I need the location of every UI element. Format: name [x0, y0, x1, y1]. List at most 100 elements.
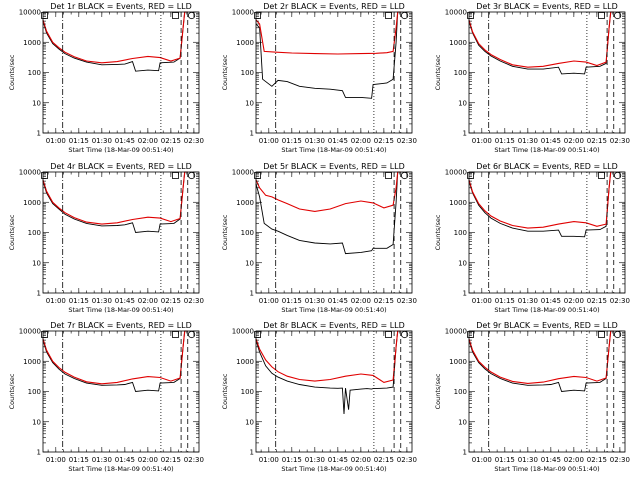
x-axis-label: Start Time (18-Mar-09 00:51:40) [494, 146, 599, 154]
square-marker [598, 331, 605, 338]
plot-frame [255, 171, 413, 294]
y-tick-label: 10 [32, 418, 41, 426]
y-tick-label: 10 [245, 99, 254, 107]
y-tick-label: 100 [241, 69, 254, 77]
x-axis-label: Start Time (18-Mar-09 00:51:40) [494, 306, 599, 314]
x-tick-label: 01:45 [541, 297, 561, 305]
panel-title: Det 9r BLACK = Events, RED = LLD [476, 321, 618, 330]
x-tick-label: 01:15 [69, 456, 89, 464]
y-axis-label: Counts/sec [221, 373, 229, 409]
plot-frame [42, 11, 200, 134]
detector-panel: Det 2r BLACK = Events, RED = LLD 1 10 100 10… [221, 2, 417, 154]
x-tick-label: 02:00 [351, 297, 371, 305]
y-tick-label: 1000 [449, 39, 467, 47]
y-tick-label: 100 [28, 388, 41, 396]
y-axis-label: Counts/sec [221, 214, 229, 250]
x-tick-label: 02:30 [397, 297, 417, 305]
x-tick-label: 02:00 [564, 137, 584, 145]
y-tick-label: 1 [463, 130, 467, 138]
x-tick-label: 02:15 [161, 456, 181, 464]
plot-frame [468, 330, 626, 453]
x-tick-label: 02:30 [397, 137, 417, 145]
y-tick-label: 1 [250, 290, 254, 298]
y-tick-label: 1 [463, 290, 467, 298]
panel-title: Det 5r BLACK = Events, RED = LLD [263, 162, 405, 171]
y-tick-label: 10 [458, 99, 467, 107]
events-series-line [42, 171, 188, 233]
x-tick-label: 01:45 [115, 137, 135, 145]
detector-panel: Det 8r BLACK = Events, RED = LLD 1 10 100 10… [221, 321, 417, 473]
y-tick-label: 1000 [23, 358, 41, 366]
x-tick-label: 02:15 [161, 137, 181, 145]
y-tick-label: 10000 [445, 328, 467, 336]
detector-panel: Det 3r BLACK = Events, RED = LLD 1 10 100 10… [434, 2, 630, 154]
x-tick-label: 01:15 [282, 456, 302, 464]
y-tick-label: 100 [454, 388, 467, 396]
x-tick-label: 01:30 [92, 137, 112, 145]
panel-title: Det 6r BLACK = Events, RED = LLD [476, 162, 618, 171]
x-tick-label: 02:30 [610, 137, 630, 145]
events-series-line [468, 330, 614, 392]
lld-series-line [42, 11, 188, 64]
x-tick-label: 01:45 [541, 137, 561, 145]
lld-series-line [468, 171, 614, 229]
x-tick-label: 01:15 [69, 137, 89, 145]
lld-series-line [255, 171, 401, 212]
x-tick-label: 02:00 [351, 137, 371, 145]
x-tick-label: 01:00 [259, 297, 279, 305]
x-tick-label: 02:30 [184, 456, 204, 464]
x-tick-label: 01:45 [328, 137, 348, 145]
y-tick-label: 1000 [23, 39, 41, 47]
square-marker [385, 331, 392, 338]
y-tick-label: 1000 [236, 358, 254, 366]
x-tick-label: 02:00 [138, 297, 158, 305]
x-tick-label: 01:00 [472, 297, 492, 305]
y-axis-label: Counts/sec [8, 373, 16, 409]
x-tick-label: 02:00 [564, 456, 584, 464]
x-tick-label: 01:15 [495, 137, 515, 145]
x-tick-label: 01:15 [495, 297, 515, 305]
panel-title: Det 3r BLACK = Events, RED = LLD [476, 2, 618, 11]
lld-series-line [468, 11, 614, 68]
detector-panel: Det 6r BLACK = Events, RED = LLD 1 10 100 10… [434, 162, 630, 314]
x-tick-label: 01:45 [115, 297, 135, 305]
detector-panel: Det 9r BLACK = Events, RED = LLD 1 10 100 10… [434, 321, 630, 473]
y-axis-label: Counts/sec [434, 373, 442, 409]
y-tick-label: 100 [454, 69, 467, 77]
x-tick-label: 02:15 [587, 297, 607, 305]
x-tick-label: 01:30 [305, 297, 325, 305]
x-axis-label: Start Time (18-Mar-09 00:51:40) [68, 146, 173, 154]
y-tick-label: 100 [454, 229, 467, 237]
y-axis-label: Counts/sec [221, 54, 229, 90]
x-tick-label: 01:45 [328, 297, 348, 305]
y-tick-label: 1000 [236, 199, 254, 207]
y-tick-label: 1 [37, 449, 41, 457]
plot-frame [255, 330, 413, 453]
x-tick-label: 01:45 [328, 456, 348, 464]
square-marker [172, 331, 179, 338]
x-tick-label: 02:30 [184, 297, 204, 305]
y-axis-label: Counts/sec [434, 214, 442, 250]
x-tick-label: 02:15 [587, 137, 607, 145]
y-axis-label: Counts/sec [434, 54, 442, 90]
square-marker [598, 12, 605, 19]
x-tick-label: 02:15 [587, 456, 607, 464]
x-axis-label: Start Time (18-Mar-09 00:51:40) [68, 306, 173, 314]
y-tick-label: 10 [245, 418, 254, 426]
y-tick-label: 1000 [449, 199, 467, 207]
y-tick-label: 10 [245, 259, 254, 267]
x-tick-label: 01:15 [282, 297, 302, 305]
square-marker [598, 172, 605, 179]
y-tick-label: 10000 [232, 9, 254, 17]
panel-title: Det 1r BLACK = Events, RED = LLD [50, 2, 192, 11]
y-tick-label: 10 [458, 259, 467, 267]
x-tick-label: 01:00 [46, 297, 66, 305]
y-tick-label: 1000 [236, 39, 254, 47]
square-marker [172, 172, 179, 179]
x-axis-label: Start Time (18-Mar-09 00:51:40) [281, 306, 386, 314]
y-tick-label: 10000 [445, 9, 467, 17]
events-series-line [468, 11, 614, 75]
x-tick-label: 02:00 [351, 456, 371, 464]
x-tick-label: 01:30 [305, 137, 325, 145]
